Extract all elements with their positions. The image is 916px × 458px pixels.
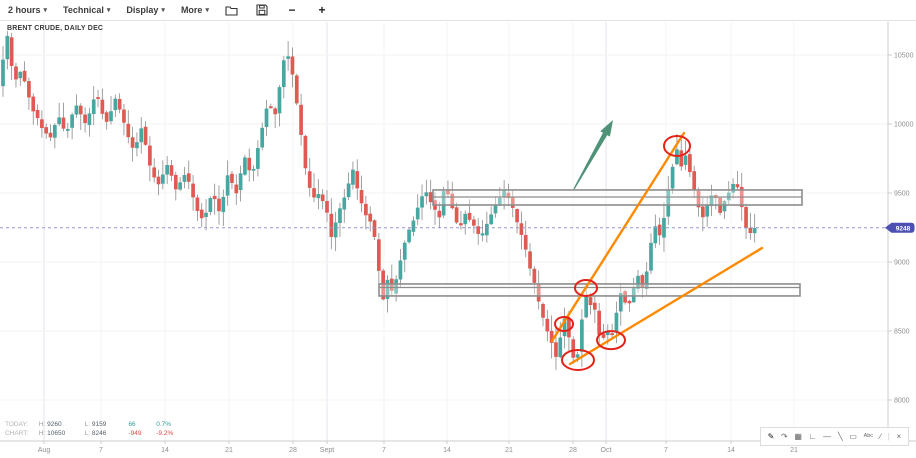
- open-folder-icon[interactable]: [225, 3, 239, 17]
- chart-high-label: H:: [38, 430, 46, 437]
- y-axis-label: 8000: [894, 398, 910, 405]
- x-axis-label: 7: [382, 447, 386, 454]
- draw-pen-tool-icon[interactable]: ✎: [767, 431, 775, 441]
- today-change-pct: 0.7%: [156, 421, 172, 428]
- text-tool-icon[interactable]: Abc: [863, 432, 874, 439]
- axes-tool-icon[interactable]: ∟: [808, 431, 817, 441]
- highlight-circle-2[interactable]: [574, 278, 598, 297]
- timeframe-label: 2 hours: [8, 5, 41, 15]
- y-axis-label: 9000: [894, 260, 910, 267]
- candlesticks: [1, 31, 757, 370]
- chevron-down-icon: ▾: [43, 7, 48, 14]
- top-toolbar: 2 hours ▾ Technical ▾ Display ▾ More ▾ −…: [0, 0, 916, 21]
- x-axis-label: 14: [727, 447, 735, 454]
- technical-dropdown[interactable]: Technical ▾: [63, 5, 110, 15]
- chart-label: CHART:: [5, 430, 29, 437]
- session-stats: TODAY: H: 9260 L: 9159 66 0.7% CHART: H:…: [5, 420, 173, 438]
- x-axis-label: 21: [790, 447, 798, 454]
- horizontal-line-tool-icon[interactable]: —: [823, 431, 832, 441]
- y-axis-label: 8500: [894, 329, 910, 336]
- today-label: TODAY:: [5, 421, 29, 428]
- chart-change-pct: -9.2%: [156, 430, 174, 437]
- trendline-tool-icon[interactable]: ╲: [837, 431, 843, 441]
- up-arrow-annotation[interactable]: [573, 120, 613, 190]
- chart-change-value: -949: [128, 430, 142, 437]
- line-tool-icon[interactable]: ∕: [879, 431, 882, 441]
- x-axis-label: 28: [569, 447, 577, 454]
- more-dropdown[interactable]: More ▾: [181, 5, 209, 15]
- rectangle-tool-icon[interactable]: ▭: [849, 431, 857, 441]
- today-stats-row: TODAY: H: 9260 L: 9159 66 0.7%: [5, 420, 173, 429]
- display-dropdown[interactable]: Display ▾: [126, 5, 165, 15]
- today-high-label: H:: [38, 421, 46, 428]
- highlight-circle-3[interactable]: [561, 348, 595, 371]
- x-axis-label: 21: [225, 447, 233, 454]
- chevron-down-icon: ▾: [205, 7, 209, 14]
- y-axis-label: 10000: [894, 122, 914, 129]
- x-axis-label: 14: [443, 447, 451, 454]
- x-axis-label: Sept: [320, 447, 334, 454]
- trendline-2[interactable]: [568, 246, 764, 366]
- symbol-title: BRENT CRUDE, DAILY DEC: [7, 25, 104, 32]
- toolbar-divider: |: [887, 431, 890, 441]
- chart-low-value: 8246: [91, 430, 107, 437]
- x-axis-label: Oct: [601, 447, 612, 454]
- chevron-down-icon: ▾: [106, 7, 111, 14]
- x-axis-label: 14: [161, 447, 169, 454]
- highlight-circle-1[interactable]: [554, 315, 574, 332]
- drawing-toolbar: ✎ ↷ ▦ ∟ — ╲ ▭ Abc ∕ | ×: [760, 427, 909, 446]
- technical-label: Technical: [63, 5, 104, 15]
- x-axis-label: Aug: [38, 447, 51, 454]
- last-price-badge-value: 9248: [896, 225, 911, 232]
- y-axis-label: 9500: [894, 191, 910, 198]
- x-axis-label: 28: [289, 447, 297, 454]
- zoom-in-icon[interactable]: +: [318, 3, 326, 17]
- trendline-1[interactable]: [550, 131, 686, 343]
- display-label: Display: [126, 5, 159, 15]
- y-axis-label: 10500: [894, 53, 914, 60]
- today-high-value: 9260: [47, 421, 62, 428]
- close-toolbar-icon[interactable]: ×: [896, 431, 902, 441]
- demand_zone[interactable]: [378, 283, 801, 297]
- last-price-badge: [885, 222, 915, 233]
- highlight-circle-5[interactable]: [663, 134, 691, 157]
- x-axis-label: 21: [505, 447, 513, 454]
- zoom-out-icon[interactable]: −: [288, 3, 296, 17]
- chart-high-value: 10650: [47, 430, 66, 437]
- highlight-circle-4[interactable]: [596, 330, 626, 351]
- chart-low-label: L:: [84, 430, 91, 437]
- today-low-label: L:: [84, 421, 91, 428]
- redo-tool-icon[interactable]: ↷: [781, 431, 788, 441]
- today-low-value: 9159: [91, 421, 107, 428]
- x-axis-label: 7: [99, 447, 103, 454]
- x-axis-label: 7: [664, 447, 668, 454]
- timeframe-dropdown[interactable]: 2 hours ▾: [8, 5, 47, 15]
- today-change-value: 66: [128, 421, 136, 428]
- save-icon[interactable]: [255, 3, 269, 17]
- more-label: More: [180, 5, 203, 15]
- grid-tool-icon[interactable]: ▦: [794, 431, 802, 441]
- chevron-down-icon: ▾: [161, 7, 165, 14]
- chart-stats-row: CHART: H: 10650 L: 8246 -949 -9.2%: [5, 429, 173, 438]
